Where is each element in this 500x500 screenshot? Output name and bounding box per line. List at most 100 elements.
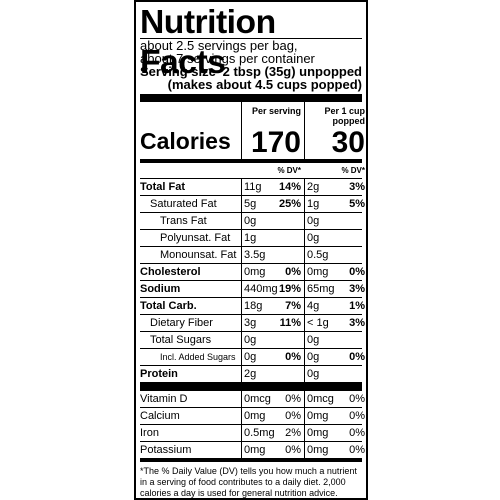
column-divider (304, 264, 305, 280)
column-divider (241, 298, 242, 314)
amount-per-cup: < 1g (307, 317, 329, 329)
serving-size-value: 2 tbsp (35g) unpopped (222, 64, 362, 79)
amount-per-serving: 3g (244, 317, 257, 329)
dv-header-col1: % DV* (277, 166, 301, 175)
column-divider (241, 442, 242, 458)
dv-per-serving: 0% (285, 410, 301, 422)
column-divider (304, 247, 305, 263)
per-cup-header: Per 1 cup popped (324, 106, 365, 126)
amount-per-serving: 0mg (244, 410, 266, 422)
amount-per-cup: 1g (307, 198, 320, 210)
nutrient-name: Iron (140, 427, 159, 439)
nutrient-name: Total Sugars (150, 334, 212, 346)
dv-per-cup: 3% (349, 317, 365, 329)
dv-per-serving: 7% (285, 300, 301, 312)
column-divider (304, 281, 305, 297)
column-divider (241, 264, 242, 280)
row-divider (140, 212, 362, 213)
amount-per-cup: 2g (307, 181, 320, 193)
amount-per-serving: 440mg (244, 283, 278, 295)
column-divider (241, 366, 242, 382)
amount-per-cup: 0g (307, 351, 320, 363)
nutrient-name: Saturated Fat (150, 198, 217, 210)
nutrient-row: Protein 2g 0g (140, 366, 362, 382)
amount-per-cup: 0g (307, 215, 320, 227)
amount-per-serving: 5g (244, 198, 257, 210)
row-divider (140, 195, 362, 196)
column-divider (304, 315, 305, 331)
column-divider (304, 298, 305, 314)
dv-per-cup: 3% (349, 283, 365, 295)
column-divider (241, 196, 242, 212)
dv-per-serving: 0% (285, 266, 301, 278)
dv-per-cup: 0% (349, 444, 365, 456)
nutrient-row: Sodium 440mg 19% 65mg 3% (140, 281, 365, 297)
amount-per-cup: 0g (307, 232, 320, 244)
vitamin-row: Iron 0.5mg 2% 0mg 0% (140, 425, 365, 441)
amount-per-serving: 0mg (244, 266, 266, 278)
dv-per-serving: 11% (279, 317, 301, 329)
dv-per-serving: 14% (278, 181, 301, 193)
medium-divider (140, 159, 362, 163)
dv-per-cup: 3% (349, 181, 365, 193)
nutrient-row: Incl. Added Sugars 0g 0% 0g 0% (140, 349, 365, 365)
amount-per-serving: 1g (244, 232, 257, 244)
dv-header-col2: % DV* (341, 166, 365, 175)
nutrient-name: Vitamin D (140, 393, 188, 405)
calories-per-serving: 170 (250, 126, 301, 159)
amount-per-cup: 0g (307, 368, 320, 380)
column-divider (304, 179, 305, 195)
amount-per-serving: 0mcg (244, 393, 271, 405)
vitamin-row: Calcium 0mg 0% 0mg 0% (140, 408, 365, 424)
row-divider (140, 424, 362, 425)
nutrient-name: Total Carb. (140, 300, 197, 312)
dv-per-cup: 0% (349, 351, 365, 363)
dv-per-serving: 2% (285, 427, 301, 439)
panel-title: Nutrition Facts (140, 3, 276, 80)
dv-per-serving: 25% (278, 198, 301, 210)
amount-per-serving: 2g (244, 368, 257, 380)
thick-divider (140, 94, 362, 102)
serving-size-row: Serving size 2 tbsp (35g) unpopped (140, 65, 362, 78)
column-divider (241, 213, 242, 229)
amount-per-serving: 0.5mg (244, 427, 275, 439)
column-divider (304, 213, 305, 229)
amount-per-serving: 3.5g (244, 249, 266, 261)
dv-per-serving: 0% (285, 393, 301, 405)
dv-header-row: % DV* % DV* (140, 163, 365, 178)
servings-per-bag: about 2.5 servings per bag, (140, 38, 298, 53)
nutrient-name: Potassium (140, 444, 192, 456)
column-divider (304, 391, 305, 407)
column-divider (241, 230, 242, 246)
dv-per-cup: 0% (349, 410, 365, 422)
row-divider (140, 407, 362, 408)
calories-per-cup: 30 (331, 126, 365, 159)
nutrient-name: Dietary Fiber (150, 317, 213, 329)
column-divider (241, 281, 242, 297)
footnote: *The % Daily Value (DV) tells you how mu… (140, 466, 357, 498)
amount-per-serving: 0mg (244, 444, 266, 456)
calories-label: Calories (140, 128, 231, 154)
dv-per-serving: 0% (285, 351, 301, 363)
amount-per-cup: 0mg (307, 444, 329, 456)
dv-per-cup: 0% (349, 266, 365, 278)
nutrient-row: Monounsat. Fat 3.5g 0.5g (140, 247, 362, 263)
row-divider (140, 246, 362, 247)
column-divider (241, 315, 242, 331)
servings-per-container: about 7 servings per container (140, 51, 315, 66)
nutrient-row: Dietary Fiber 3g 11% < 1g 3% (140, 315, 365, 331)
amount-per-cup: 0.5g (307, 249, 329, 261)
column-divider (241, 102, 242, 159)
nutrient-table: Total Fat 11g 14% 2g 3% Saturated Fat 5g 25% 1g 5… (140, 179, 365, 382)
nutrient-row: Total Carb. 18g 7% 4g 1% (140, 298, 365, 314)
serving-size-note: (makes about 4.5 cups popped) (167, 77, 362, 92)
column-divider (304, 102, 305, 159)
dv-per-cup: 1% (349, 300, 365, 312)
vitamin-table: Vitamin D 0mcg 0% 0mcg 0% Calcium 0mg 0% 0mg 0% Ir… (140, 391, 365, 458)
column-divider (304, 442, 305, 458)
column-divider (304, 425, 305, 441)
column-divider (304, 408, 305, 424)
amount-per-cup: 0mg (307, 427, 329, 439)
row-divider (140, 331, 362, 332)
column-divider (241, 179, 242, 195)
